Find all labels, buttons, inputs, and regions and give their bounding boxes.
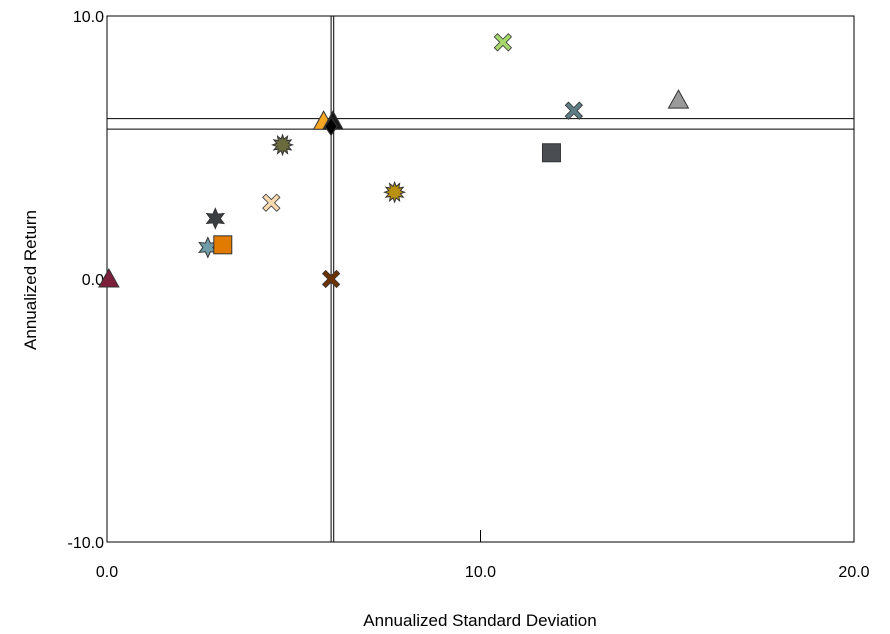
y-tick-label: -10.0 bbox=[68, 535, 105, 552]
data-point-x bbox=[262, 193, 281, 212]
x-tick-label: 20.0 bbox=[838, 564, 869, 581]
data-point-star bbox=[205, 207, 226, 230]
data-point-x bbox=[564, 101, 584, 120]
y-tick-label: 10.0 bbox=[73, 9, 104, 26]
x-tick-label: 0.0 bbox=[96, 564, 118, 581]
data-point-square bbox=[541, 143, 561, 163]
data-point-square bbox=[213, 235, 233, 255]
y-axis-title: Annualized Return bbox=[21, 210, 40, 350]
data-point-burst bbox=[383, 180, 407, 204]
data-point-x bbox=[321, 269, 341, 289]
plot-area bbox=[106, 15, 855, 543]
x-tick-label: 10.0 bbox=[465, 564, 496, 581]
data-point-triangle bbox=[98, 267, 120, 288]
y-tick-label: 0.0 bbox=[82, 272, 104, 289]
data-point-x bbox=[493, 33, 513, 52]
x-axis-title: Annualized Standard Deviation bbox=[363, 611, 596, 630]
data-point-burst bbox=[271, 133, 294, 157]
data-point-triangle bbox=[667, 89, 690, 109]
data-point-diamond bbox=[324, 116, 338, 137]
